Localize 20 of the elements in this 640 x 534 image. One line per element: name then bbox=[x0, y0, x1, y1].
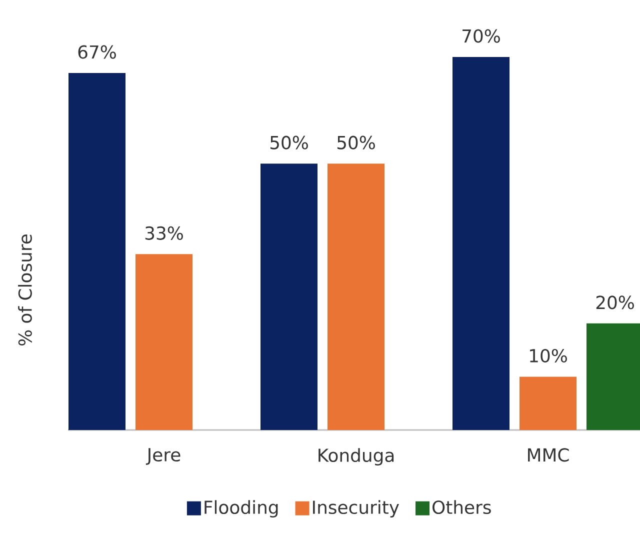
bar bbox=[520, 376, 577, 430]
legend-label: Others bbox=[432, 500, 491, 514]
data-label: 67% bbox=[78, 45, 116, 59]
data-label: 10% bbox=[530, 348, 567, 363]
bar bbox=[452, 57, 510, 430]
bar bbox=[68, 72, 126, 430]
x-tick-label: MMC bbox=[528, 448, 569, 462]
legend-label: Insecurity bbox=[313, 500, 399, 518]
y-axis-title: % of Closure bbox=[18, 234, 32, 346]
data-label: 50% bbox=[270, 136, 308, 150]
bar bbox=[260, 164, 318, 430]
data-label: 20% bbox=[596, 296, 634, 310]
bar bbox=[136, 254, 193, 430]
legend-label: Flooding bbox=[204, 500, 278, 518]
data-label: 50% bbox=[337, 136, 375, 150]
data-label: 33% bbox=[145, 226, 183, 240]
x-tick-label: Konduga bbox=[318, 448, 394, 466]
data-label: 70% bbox=[462, 29, 500, 43]
bar bbox=[328, 164, 385, 430]
x-tick-label: Jere bbox=[146, 448, 180, 465]
